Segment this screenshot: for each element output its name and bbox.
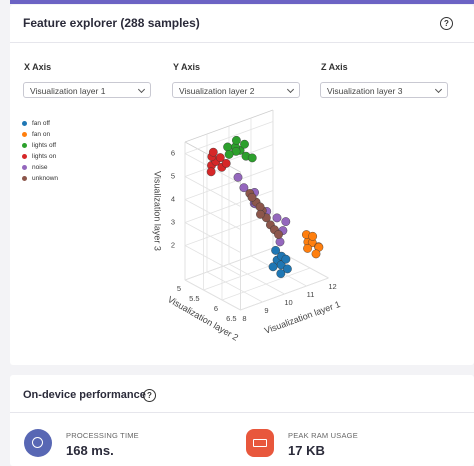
z-tick-label: 6 [171, 148, 175, 157]
legend-swatch [22, 175, 27, 181]
point [206, 167, 216, 177]
axis-select[interactable]: Visualization layer 1 [23, 82, 151, 98]
point [233, 172, 243, 182]
x-tick-label: 8 [242, 314, 246, 323]
legend-item[interactable]: lights off [22, 140, 58, 151]
point [308, 231, 318, 241]
metric-label: PEAK RAM USAGE [288, 431, 358, 440]
grid-line [184, 245, 241, 276]
grid-line [184, 222, 241, 253]
grid-line [228, 263, 285, 295]
legend-item[interactable]: fan off [22, 118, 58, 129]
top-bar [10, 0, 474, 4]
memory-icon [246, 429, 274, 457]
y-tick-label: 6 [214, 304, 218, 313]
point [247, 153, 257, 163]
point [303, 243, 312, 253]
axis-label: Z Axis [321, 62, 348, 72]
legend-swatch [22, 142, 27, 148]
legend-label: unknown [32, 175, 59, 182]
y-tick-label: 5.5 [189, 294, 199, 303]
point [282, 264, 292, 274]
x-tick-label: 9 [264, 306, 268, 315]
point [281, 254, 291, 264]
axis-label: Y Axis [173, 62, 201, 72]
help-icon[interactable]: ? [440, 17, 453, 30]
point [271, 245, 280, 255]
metric-label: PROCESSING TIME [66, 431, 139, 440]
point [268, 262, 278, 272]
point [275, 237, 285, 247]
grid-line [184, 247, 274, 281]
legend-label: lights on [32, 153, 57, 160]
scatter-3d: 2 3 4 5 6 8 9 10 11 12 5 5.5 6 6.5 Visualization layer… [153, 109, 342, 343]
legend-swatch [22, 164, 27, 170]
metric-value: 168 ms. [66, 443, 114, 458]
point [224, 149, 234, 159]
legend-label: fan on [32, 131, 51, 138]
point [239, 183, 249, 193]
divider [10, 42, 474, 43]
legend-item[interactable]: noise [22, 162, 58, 173]
grid-line [184, 199, 241, 230]
axis-select[interactable]: Visualization layer 2 [172, 82, 300, 98]
help-icon[interactable]: ? [143, 389, 156, 402]
legend-item[interactable]: unknown [22, 173, 58, 184]
point [276, 269, 286, 278]
point [311, 249, 321, 259]
clock-icon [24, 429, 52, 457]
legend-swatch [22, 120, 27, 126]
point [221, 158, 231, 168]
z-tick-label: 3 [171, 217, 175, 226]
x-tick-label: 10 [284, 298, 292, 307]
grid-line [184, 279, 241, 311]
point [272, 213, 282, 223]
grid-line [221, 267, 311, 301]
point [256, 209, 265, 219]
z-axis-title: Visualization layer 3 [153, 171, 163, 251]
point [208, 147, 218, 157]
metric-value: 17 KB [288, 443, 325, 458]
legend-label: noise [32, 164, 48, 171]
z-tick-label: 2 [171, 240, 175, 249]
legend-swatch [22, 153, 27, 159]
x-axis-title: Visualization layer 1 [263, 299, 341, 336]
legend-item[interactable]: lights on [22, 151, 58, 162]
point [240, 139, 249, 149]
y-tick-label: 6.5 [226, 314, 236, 323]
point [215, 153, 225, 163]
point [231, 135, 241, 145]
x-tick-label: 11 [307, 290, 315, 299]
divider [10, 412, 474, 413]
point [247, 192, 257, 202]
legend-label: lights off [32, 142, 57, 149]
grid-line [184, 176, 241, 207]
grid-line [206, 271, 263, 303]
performance-card [10, 375, 474, 466]
point [274, 230, 283, 239]
card-title: Feature explorer (288 samples) [23, 16, 200, 30]
y-tick-label: 5 [177, 284, 181, 293]
card-title: On-device performance [23, 389, 146, 401]
point [223, 142, 233, 152]
point [281, 217, 291, 227]
legend-label: fan off [32, 120, 50, 127]
z-tick-label: 5 [171, 171, 175, 180]
axis-label: X Axis [24, 62, 52, 72]
z-tick-label: 4 [171, 194, 175, 203]
legend-swatch [22, 131, 27, 137]
x-tick-label: 12 [328, 282, 336, 291]
grid-line [240, 277, 329, 311]
point [255, 202, 265, 212]
legend-item[interactable]: fan on [22, 129, 58, 140]
legend: fan off fan on lights off lights on noise unk… [22, 118, 58, 184]
axis-select[interactable]: Visualization layer 3 [320, 82, 448, 98]
